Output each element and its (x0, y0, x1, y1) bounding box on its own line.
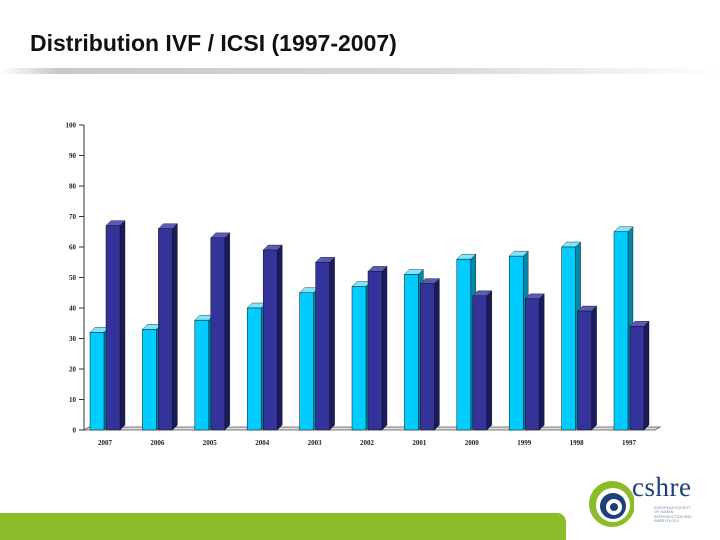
y-tick-label: 10 (69, 396, 77, 404)
bar-side-icsi (224, 232, 231, 431)
bar-ivf (142, 329, 157, 431)
x-tick-label: 2000 (465, 439, 480, 447)
bar-icsi (262, 249, 278, 431)
y-tick-label: 80 (69, 183, 77, 191)
bar-side-icsi (381, 265, 388, 431)
y-tick-label: 30 (69, 335, 77, 343)
bar-ivf (404, 274, 419, 431)
bar-ivf (561, 246, 576, 431)
bar-side-icsi (119, 220, 126, 431)
x-tick-label: 2005 (203, 439, 218, 447)
bar-side-icsi (591, 305, 597, 431)
logo-swirl-icon (589, 481, 634, 527)
bar-ivf (194, 319, 210, 431)
x-tick-label: 2004 (255, 439, 270, 447)
x-tick-label: 2007 (98, 439, 113, 447)
y-tick-label: 40 (69, 305, 77, 313)
bar-icsi (367, 271, 383, 431)
footer-band (0, 513, 566, 540)
bar-icsi (577, 310, 592, 431)
bar-icsi (105, 225, 121, 431)
slide-title: Distribution IVF / ICSI (1997-2007) (30, 30, 397, 56)
x-tick-label: 2003 (308, 439, 323, 447)
y-tick-label: 100 (66, 122, 77, 130)
y-tick-label: 90 (69, 152, 77, 160)
bar-side-icsi (486, 290, 492, 431)
bar-ivf (351, 286, 367, 431)
bar-ivf (246, 307, 262, 431)
bar-ivf (299, 292, 314, 431)
bar-ivf (613, 231, 629, 431)
y-tick-label: 0 (73, 427, 77, 435)
bar-icsi (629, 326, 645, 431)
bar-side-icsi (172, 223, 178, 431)
bar-ivf (508, 255, 524, 431)
bar-icsi (158, 228, 173, 431)
x-tick-label: 1999 (517, 439, 532, 447)
bar-ivf (89, 332, 105, 431)
x-tick-label: 2006 (150, 439, 165, 447)
y-tick-label: 60 (69, 244, 77, 252)
y-tick-label: 50 (69, 274, 77, 282)
x-tick-label: 1998 (570, 439, 585, 447)
logo-wordmark: cshre (632, 472, 692, 502)
x-tick-label: 1997 (622, 439, 637, 447)
logo-tagline: EUROPEAN SOCIETY OF HUMAN REPRODUCTION A… (654, 506, 692, 524)
x-tick-label: 2002 (360, 439, 375, 447)
y-tick-label: 70 (69, 213, 77, 221)
bar-icsi (420, 283, 435, 431)
bar-icsi (210, 237, 226, 431)
bar-ivf (456, 258, 472, 431)
y-tick-label: 20 (69, 366, 77, 374)
eshre-logo: cshre EUROPEAN SOCIETY OF HUMAN REPRODUC… (588, 468, 698, 532)
bar-side-icsi (277, 244, 283, 431)
bar-side-icsi (539, 293, 545, 431)
x-tick-label: 2001 (412, 439, 427, 447)
bar-side-icsi (643, 320, 650, 431)
title-divider (0, 68, 720, 74)
bar-side-icsi (329, 256, 335, 431)
bar-icsi (524, 298, 540, 431)
bar-icsi (315, 262, 330, 431)
bar-icsi (472, 295, 488, 431)
bar-side-icsi (434, 278, 440, 431)
